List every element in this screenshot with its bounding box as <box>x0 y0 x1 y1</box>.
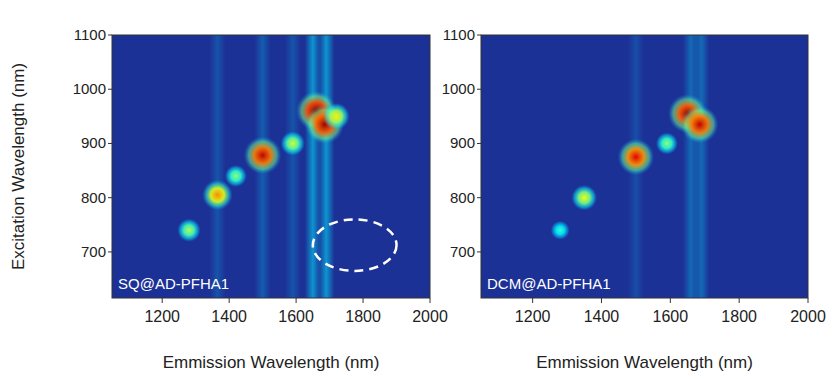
y-tick <box>477 143 481 144</box>
x-tick-label: 1800 <box>721 308 757 325</box>
spot <box>323 103 350 130</box>
y-tick-label: 900 <box>81 134 106 151</box>
frame <box>481 35 808 298</box>
y-tick-label: 1000 <box>73 80 106 97</box>
y-tick <box>477 89 481 90</box>
figure: 1200 1400 1600 1800 2000 700 800 900 1000 1100 Emm… <box>0 0 839 379</box>
y-tick-label: 800 <box>450 189 475 206</box>
x-axis-title: Emmission Wavelength (nm) <box>536 353 753 372</box>
x-tick-label: 1600 <box>278 308 314 325</box>
x-tick <box>808 298 809 303</box>
y-tick-label: 1000 <box>442 80 475 97</box>
spot <box>551 221 570 240</box>
y-tick-label: 700 <box>81 243 106 260</box>
y-tick-label: 1100 <box>443 26 475 43</box>
frame <box>112 35 430 298</box>
streak <box>209 35 225 298</box>
panel: 1200 1400 1600 1800 2000 700 800 900 1000 1100 Emm… <box>9 26 448 372</box>
spot <box>571 185 597 211</box>
x-tick-label: 1200 <box>144 308 180 325</box>
spot <box>656 132 678 154</box>
background <box>112 35 430 298</box>
y-tick <box>477 251 481 252</box>
y-tick-label: 900 <box>450 134 475 151</box>
spot <box>202 180 232 210</box>
y-axis-title: Excitation Wavelength (nm) <box>9 63 28 270</box>
x-tick <box>363 298 364 303</box>
background <box>481 35 808 298</box>
spot <box>225 165 247 187</box>
x-tick-label: 1800 <box>345 308 381 325</box>
spot <box>177 219 200 242</box>
streak <box>285 35 301 298</box>
y-tick <box>108 143 112 144</box>
y-tick-label: 700 <box>450 243 475 260</box>
x-axis-title: Emmission Wavelength (nm) <box>163 353 380 372</box>
y-tick <box>477 35 481 36</box>
x-tick-label: 1600 <box>653 308 689 325</box>
plot-area <box>112 35 430 298</box>
x-tick-label: 1200 <box>515 308 551 325</box>
x-tick-label: 2000 <box>790 308 826 325</box>
x-tick-label: 1400 <box>584 308 620 325</box>
spot <box>244 137 282 175</box>
panel-title: DCM@AD-PFHA1 <box>487 275 611 292</box>
x-tick-label: 1400 <box>211 308 247 325</box>
y-tick <box>108 251 112 252</box>
y-tick <box>108 197 112 198</box>
x-tick <box>430 298 431 303</box>
y-tick <box>108 89 112 90</box>
y-tick <box>108 35 112 36</box>
x-tick <box>739 298 740 303</box>
streak <box>693 35 709 298</box>
y-tick-label: 800 <box>81 189 106 206</box>
y-tick-label: 1100 <box>74 26 106 43</box>
y-tick <box>477 197 481 198</box>
x-tick <box>532 298 533 303</box>
x-tick <box>601 298 602 303</box>
x-tick <box>296 298 297 303</box>
panel: 1200 1400 1600 1800 2000 700 800 900 1000 1100 Emm… <box>442 26 826 372</box>
x-tick <box>162 298 163 303</box>
highlight <box>313 219 397 271</box>
x-tick-label: 2000 <box>412 308 448 325</box>
panel-title: SQ@AD-PFHA1 <box>118 275 229 292</box>
plot-area <box>481 35 808 298</box>
spot <box>618 139 654 175</box>
x-tick <box>670 298 671 303</box>
spot <box>281 131 305 155</box>
x-tick <box>229 298 230 303</box>
spot <box>681 106 719 144</box>
